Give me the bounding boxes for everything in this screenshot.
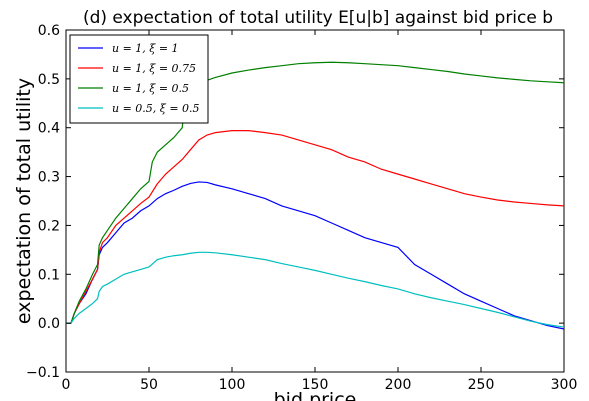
y-tick-label: 0.0: [38, 316, 60, 332]
series-line-4: [66, 251, 565, 328]
x-tick-label: 50: [140, 377, 158, 393]
legend-label-4: u = 0.5, ξ = 0.5: [112, 102, 200, 115]
legend-label-3: u = 1, ξ = 0.5: [112, 82, 189, 95]
series-line-2: [66, 130, 565, 324]
chart-title: (d) expectation of total utility E[u|b] …: [83, 8, 553, 28]
x-tick-label: 150: [302, 377, 329, 393]
series-line-1: [66, 181, 565, 330]
y-tick-label: −0.1: [26, 365, 60, 381]
x-axis-label: bid price: [274, 389, 357, 401]
legend: u = 1, ξ = 1 u = 1, ξ = 0.75 u = 1, ξ = 0.…: [69, 34, 209, 124]
y-axis-label: expectation of total utility: [13, 78, 35, 324]
y-tick-label: 0.5: [38, 72, 60, 88]
y-tick-label: 0.3: [38, 170, 60, 186]
x-tick-label: 300: [551, 377, 578, 393]
legend-label-2: u = 1, ξ = 0.75: [112, 62, 196, 75]
legend-label-1: u = 1, ξ = 1: [112, 42, 179, 55]
y-tick-label: 0.2: [38, 218, 60, 234]
x-tick-label: 200: [385, 377, 412, 393]
y-tick-label: 0.6: [38, 23, 60, 39]
y-tick-label: 0.1: [38, 267, 60, 283]
x-tick-label: 100: [219, 377, 246, 393]
ticks-group: 0 50 100 150 200 250 300 −0.1 0.0 0.1 0.2 0.3 0.4 0.5…: [26, 23, 577, 393]
y-tick-label: 0.4: [38, 121, 60, 137]
x-tick-label: 0: [62, 377, 71, 393]
x-tick-label: 250: [468, 377, 495, 393]
